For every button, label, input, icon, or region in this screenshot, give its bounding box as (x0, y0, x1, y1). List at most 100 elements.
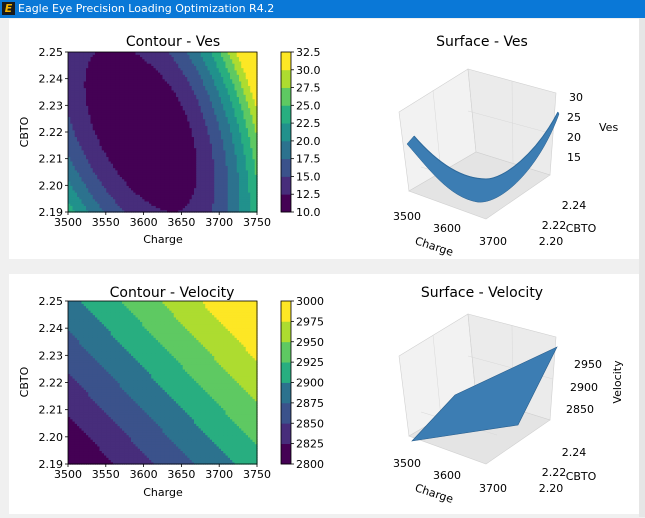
contour-cell (108, 209, 112, 213)
contour-cell (194, 83, 197, 86)
contour-cell (88, 120, 92, 124)
contour-cell (88, 205, 92, 209)
contour-cell (140, 65, 143, 69)
contour-cell (169, 89, 173, 93)
contour-cell (149, 65, 152, 69)
contour-cell (182, 185, 186, 189)
contour-cell (88, 94, 92, 98)
contour-cell (131, 92, 134, 95)
contour-cell (176, 105, 179, 109)
contour-cell (162, 83, 166, 86)
contour-cell (221, 183, 224, 186)
contour-cell (160, 105, 164, 109)
contour-cell (124, 125, 128, 129)
contour-cell (178, 109, 182, 113)
contour-cell (126, 189, 130, 193)
contour-cell (86, 96, 89, 100)
contour-cell (205, 196, 209, 200)
contour-cell (81, 98, 85, 102)
contour-cell (137, 169, 141, 173)
contour-cell (221, 176, 224, 180)
contour-cell (164, 127, 168, 131)
contour-cell (144, 127, 148, 131)
contour-cell (149, 103, 152, 106)
contour-cell (191, 89, 195, 93)
contour-cell (214, 109, 218, 113)
contour-cell (221, 187, 224, 191)
contour-cell (209, 74, 213, 78)
contour-cell (117, 209, 121, 213)
contour-cell (149, 147, 152, 151)
contour-cell (167, 69, 170, 73)
contour-cell (119, 198, 123, 202)
contour-cell (171, 89, 175, 93)
contour-cell (187, 83, 191, 86)
contour-cell (113, 205, 116, 209)
contour-cell (126, 85, 130, 89)
contour-cell (180, 183, 184, 186)
contour-cell (79, 94, 83, 98)
contour-cell (131, 120, 134, 124)
contour-cell (155, 72, 159, 75)
contour-cell (119, 209, 123, 213)
contour-cell (135, 180, 139, 184)
contour-cell (144, 89, 148, 93)
contour-cell (146, 145, 150, 149)
contour-cell (128, 196, 132, 200)
contour-cell (79, 112, 83, 115)
contour-cell (178, 189, 182, 193)
contour-cell (171, 143, 175, 146)
contour-cell (131, 87, 134, 91)
contour-cell (117, 194, 121, 198)
contour-cell (176, 189, 179, 193)
contour-cell (194, 114, 197, 118)
contour-cell (187, 76, 191, 80)
contour-cell (203, 147, 206, 151)
contour-cell (203, 87, 206, 91)
contour-cell (72, 196, 76, 200)
contour-cell (160, 176, 164, 180)
contour-cell (171, 103, 175, 106)
contour-cell (178, 207, 182, 211)
contour-cell (115, 138, 119, 142)
contour-cell (149, 163, 152, 166)
contour-cell (151, 54, 155, 58)
contour-cell (95, 98, 98, 102)
contour-cell (153, 189, 157, 193)
contour-cell (81, 103, 85, 106)
contour-cell (151, 178, 155, 182)
contour-cell (185, 127, 188, 131)
contour-cell (113, 180, 116, 184)
contour-cell (97, 83, 101, 86)
contour-cell (207, 127, 211, 131)
contour-cell (169, 83, 173, 86)
contour-cell (180, 92, 184, 95)
contour-cell (106, 165, 110, 169)
contour-cell (191, 125, 195, 129)
contour-cell (198, 145, 202, 149)
contour-cell (214, 69, 218, 73)
contour-cell (140, 143, 143, 146)
contour-cell (142, 169, 146, 173)
contour-cell (70, 209, 74, 213)
contour-cell (108, 80, 112, 84)
contour-cell (133, 189, 137, 193)
contour-cell (167, 112, 170, 115)
contour-cell (196, 207, 200, 211)
contour-cell (113, 123, 116, 126)
contour-cell (185, 63, 188, 66)
contour-cell (110, 92, 114, 95)
contour-cell (185, 92, 188, 95)
contour-cell (180, 165, 184, 169)
contour-cell (146, 192, 150, 195)
contour-cell (158, 60, 161, 64)
contour-cell (214, 67, 218, 71)
contour-cell (153, 129, 157, 133)
contour-cell (99, 78, 103, 82)
contour-cell (126, 207, 130, 211)
contour-cell (133, 127, 137, 131)
contour-cell (200, 89, 204, 93)
contour-cell (196, 125, 200, 129)
contour-cell (135, 178, 139, 182)
contour-cell (185, 129, 188, 133)
